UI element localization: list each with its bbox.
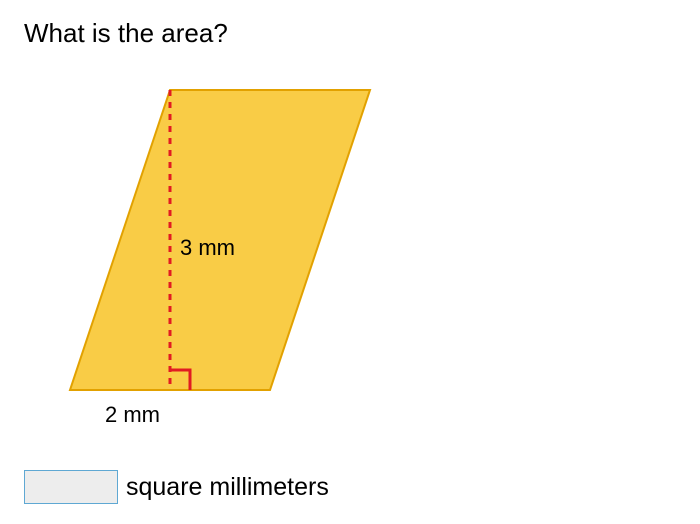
question-text: What is the area? [24, 18, 228, 49]
answer-row: square millimeters [24, 470, 329, 504]
unit-label: square millimeters [126, 473, 329, 502]
answer-input[interactable] [24, 470, 118, 504]
base-label: 2 mm [105, 402, 160, 427]
parallelogram-figure: 3 mm 2 mm [50, 80, 430, 440]
figure-svg: 3 mm 2 mm [50, 80, 430, 440]
height-label: 3 mm [180, 235, 235, 260]
